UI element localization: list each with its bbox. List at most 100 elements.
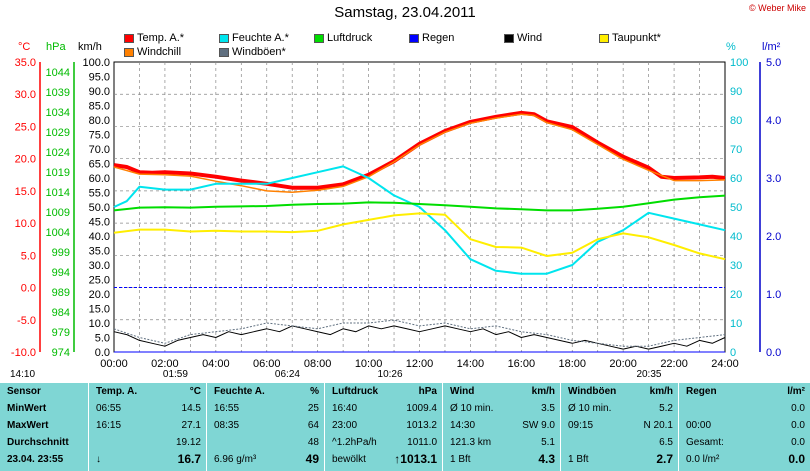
table-row: Durchschnitt bbox=[0, 434, 88, 451]
table-column: Regen l/m² 0.0 00:00 0.0 Gesamt: 0.0 0.0 l/m² 0.… bbox=[678, 383, 810, 471]
table-cell-label: 16:55 bbox=[214, 403, 240, 414]
time-tick-label: 20:00 bbox=[609, 358, 637, 370]
table-header: Windböen km/h bbox=[561, 383, 679, 400]
table-header-unit: hPa bbox=[418, 386, 437, 397]
table-header-unit: °C bbox=[189, 386, 201, 397]
table-row: 6.96 g/m³ 49 bbox=[207, 451, 325, 468]
table-cell-label: 121.3 km bbox=[450, 437, 492, 448]
pressure-tick-label: 979 bbox=[52, 327, 70, 339]
table-row: 00:00 0.0 bbox=[679, 417, 810, 434]
table-row: 23.04. 23:55 bbox=[0, 451, 88, 468]
wind-tick-label: 55.0 bbox=[89, 188, 110, 200]
table-header: Sensor bbox=[0, 383, 88, 400]
table-row: 1 Bft 4.3 bbox=[443, 451, 561, 468]
table-cell-value: 1011.0 bbox=[407, 437, 437, 448]
series-line-windchill bbox=[113, 113, 726, 193]
wind-tick-label: 20.0 bbox=[89, 289, 110, 301]
time-marker: 01:59 bbox=[162, 369, 188, 380]
wind-tick-label: 65.0 bbox=[89, 159, 110, 171]
temp-tick-label: 35.0 bbox=[15, 57, 36, 69]
pressure-tick-label: 974 bbox=[52, 347, 70, 359]
table-cell-value: 0.0 bbox=[791, 437, 805, 448]
table-row: 0.0 l/m² 0.0 bbox=[679, 451, 810, 468]
pressure-tick-label: 989 bbox=[52, 287, 70, 299]
table-row: 6.5 bbox=[561, 434, 679, 451]
table-cell-label: 09:15 bbox=[568, 420, 594, 431]
wind-tick-label: 95.0 bbox=[89, 72, 110, 84]
table-row: 48 bbox=[207, 434, 325, 451]
table-header-unit: l/m² bbox=[787, 386, 805, 397]
table-cell-label: 1 Bft bbox=[568, 454, 589, 465]
table-row: 09:15 N 20.1 bbox=[561, 417, 679, 434]
pressure-tick-label: 1044 bbox=[46, 67, 70, 79]
pressure-tick-label: 1039 bbox=[46, 87, 70, 99]
chart-axes: 35.0 30.0 25.0 20.0 15.0 10.0 5.0 0.0 -5.0 -10.0 1… bbox=[11, 41, 781, 370]
table-header-unit: % bbox=[310, 386, 319, 397]
legend-item: Feuchte A.* bbox=[219, 32, 289, 44]
rain-tick-label: 5.0 bbox=[766, 57, 781, 69]
table-cell-value: 49 bbox=[305, 452, 319, 466]
temp-tick-label: 10.0 bbox=[15, 218, 36, 230]
table-header-unit: km/h bbox=[531, 386, 555, 397]
table-header: Wind km/h bbox=[443, 383, 561, 400]
table-cell-value: 64 bbox=[307, 420, 319, 431]
rain-tick-label: 1.0 bbox=[766, 289, 781, 301]
pressure-tick-label: 1014 bbox=[46, 187, 70, 199]
pressure-tick-label: 1024 bbox=[46, 147, 70, 159]
wind-tick-label: 90.0 bbox=[89, 86, 110, 98]
wind-tick-label: 75.0 bbox=[89, 130, 110, 142]
series-line-feuchte-a bbox=[113, 165, 726, 275]
table-row: Ø 10 min. 3.5 bbox=[443, 400, 561, 417]
table-column: Sensor MinWert MaxWert Durchschnitt 23.04. 2… bbox=[0, 383, 88, 471]
pressure-tick-label: 999 bbox=[52, 247, 70, 259]
humidity-tick-label: 70 bbox=[730, 144, 742, 156]
table-cell-label: 16:40 bbox=[332, 403, 358, 414]
table-cell-value: 4.3 bbox=[538, 452, 555, 466]
table-cell-label: 23:00 bbox=[332, 420, 358, 431]
time-marker: 20:35 bbox=[636, 369, 662, 380]
table-cell-label: MaxWert bbox=[7, 420, 49, 431]
time-tick-label: 08:00 bbox=[304, 358, 332, 370]
legend-swatch bbox=[219, 47, 229, 57]
table-cell-label: Gesamt: bbox=[686, 437, 724, 448]
time-marker: 06:24 bbox=[274, 369, 300, 380]
rain-tick-label: 3.0 bbox=[766, 173, 781, 185]
table-cell-value: SW 9.0 bbox=[522, 420, 555, 431]
table-cell-value: 48 bbox=[307, 437, 319, 448]
table-row: Ø 10 min. 5.2 bbox=[561, 400, 679, 417]
table-cell-value: 0.0 bbox=[791, 420, 805, 431]
legend-label: Temp. A.* bbox=[137, 32, 185, 44]
table-header: Regen l/m² bbox=[679, 383, 810, 400]
table-header-label: Sensor bbox=[7, 386, 41, 397]
pressure-tick-label: 1004 bbox=[46, 227, 70, 239]
stats-table: Sensor MinWert MaxWert Durchschnitt 23.04. 2… bbox=[0, 383, 810, 471]
table-header: Feuchte A.% bbox=[207, 383, 325, 400]
wind-tick-label: 40.0 bbox=[89, 231, 110, 243]
table-header-label: Wind bbox=[450, 386, 475, 397]
series-line-temp-a bbox=[113, 110, 726, 190]
temp-tick-label: 25.0 bbox=[15, 121, 36, 133]
humidity-tick-label: 10 bbox=[730, 318, 742, 330]
wind-tick-label: 100.0 bbox=[82, 57, 110, 69]
legend-item: Taupunkt* bbox=[599, 32, 661, 44]
pressure-tick-label: 1009 bbox=[46, 207, 70, 219]
temp-tick-label: -10.0 bbox=[11, 347, 36, 359]
table-header: Temp. A. °C bbox=[89, 383, 207, 400]
humidity-tick-label: 30 bbox=[730, 260, 742, 272]
temp-tick-label: 30.0 bbox=[15, 89, 36, 101]
temp-tick-label: 0.0 bbox=[21, 283, 36, 295]
table-column: Luftdruck hPa 16:40 1009.4 23:00 1013.2 ^1.2hP… bbox=[324, 383, 443, 471]
time-tick-label: 16:00 bbox=[508, 358, 536, 370]
table-cell-label: Ø 10 min. bbox=[450, 403, 494, 414]
legend-swatch bbox=[124, 47, 134, 57]
humidity-unit-label: % bbox=[726, 41, 736, 53]
legend-swatch bbox=[409, 33, 419, 43]
series-line-luftdruck bbox=[113, 194, 726, 212]
wind-tick-label: 15.0 bbox=[89, 304, 110, 316]
table-header-label: Luftdruck bbox=[332, 386, 379, 397]
table-cell-label: 0.0 l/m² bbox=[686, 454, 720, 465]
wind-tick-label: 25.0 bbox=[89, 275, 110, 287]
table-cell-value: 14.5 bbox=[181, 403, 201, 414]
pressure-unit-label: hPa bbox=[46, 41, 66, 53]
table-column: Wind km/h Ø 10 min. 3.5 14:30 SW 9.0 121.3 km 5… bbox=[442, 383, 561, 471]
